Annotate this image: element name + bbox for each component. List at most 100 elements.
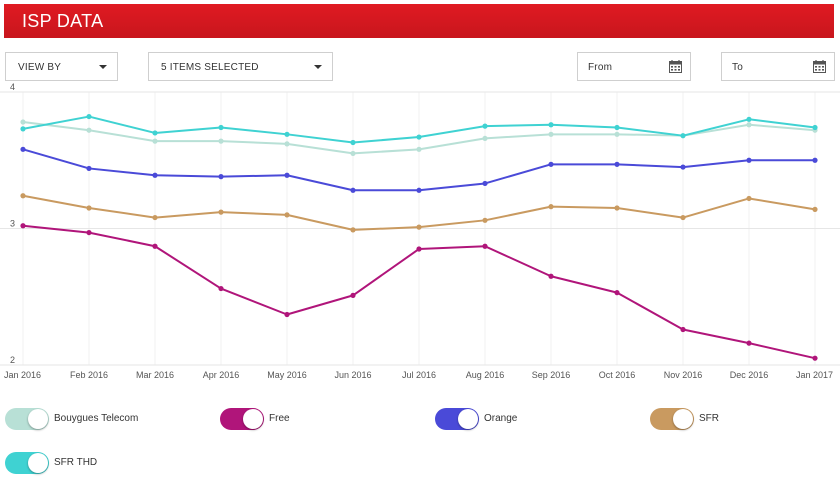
page-header: ISP DATA [4, 4, 834, 38]
data-point [548, 122, 554, 128]
x-tick-label: Mar 2016 [136, 370, 174, 380]
toggle-switch[interactable] [5, 408, 49, 430]
data-point [152, 138, 158, 144]
legend-label: SFR [699, 413, 719, 424]
line-chart: 2 3 4 Jan 2016 Feb 2016 Mar 2016 Apr 2016 May 2… [0, 82, 840, 380]
data-point [746, 122, 752, 128]
data-point [218, 124, 224, 131]
data-point [812, 206, 818, 212]
data-point [812, 355, 818, 361]
data-point [20, 223, 26, 229]
data-point [482, 135, 488, 142]
data-point [482, 217, 488, 223]
calendar-icon [669, 60, 682, 73]
data-point [482, 243, 488, 249]
data-point [218, 138, 224, 144]
x-tick-label: Jun 2016 [334, 370, 371, 380]
from-date-input[interactable]: From [577, 52, 691, 81]
data-point [152, 243, 158, 249]
data-point [350, 187, 356, 193]
toggle-knob [28, 453, 48, 473]
data-point [86, 127, 92, 133]
data-point [614, 205, 620, 211]
x-tick-label: Feb 2016 [70, 370, 108, 380]
data-point [614, 161, 620, 167]
data-point [152, 172, 158, 178]
x-tick-label: Dec 2016 [730, 370, 769, 380]
data-point [680, 214, 686, 221]
legend-label: Bouygues Telecom [54, 413, 139, 424]
toggle-knob [243, 409, 263, 429]
data-point [284, 141, 290, 147]
to-date-input[interactable]: To [721, 52, 835, 81]
data-point [284, 212, 290, 218]
x-tick-label: Sep 2016 [532, 370, 571, 380]
to-date-label: To [732, 62, 743, 73]
data-point [86, 113, 92, 120]
data-point [614, 124, 620, 131]
toggle-switch[interactable] [5, 452, 49, 474]
data-point [746, 116, 752, 122]
data-point [284, 131, 290, 137]
from-date-label: From [588, 62, 613, 73]
data-point [350, 150, 356, 157]
items-selected-label: 5 ITEMS SELECTED [161, 62, 259, 73]
data-point [548, 131, 554, 137]
x-tick-label: Aug 2016 [466, 370, 505, 380]
data-point [284, 311, 290, 318]
legend-label: Orange [484, 413, 518, 424]
data-point [416, 246, 422, 252]
data-point [416, 224, 422, 230]
toggle-switch[interactable] [435, 408, 479, 430]
y-tick-label: 4 [10, 82, 15, 92]
data-point [218, 285, 224, 292]
calendar-icon [813, 60, 826, 73]
legend-label: Free [269, 413, 290, 424]
data-point [548, 204, 554, 210]
data-point [20, 126, 26, 132]
data-point [482, 123, 488, 129]
toggle-knob [28, 409, 48, 429]
data-point [86, 165, 92, 172]
data-point [218, 209, 224, 215]
data-point [548, 161, 554, 167]
toggle-knob [458, 409, 478, 429]
chevron-down-icon [314, 65, 322, 69]
data-point [20, 146, 26, 152]
data-point [680, 326, 686, 333]
toggle-knob [673, 409, 693, 429]
data-point [680, 164, 686, 170]
chevron-down-icon [99, 65, 107, 69]
data-point [20, 193, 26, 199]
data-point [614, 131, 620, 137]
data-point [746, 195, 752, 202]
data-point [680, 133, 686, 139]
y-tick-label: 3 [10, 219, 15, 229]
legend-label: SFR THD [54, 457, 98, 468]
x-tick-label: Jul 2016 [402, 370, 436, 380]
data-point [614, 290, 620, 296]
data-point [416, 187, 422, 193]
data-point [218, 174, 224, 180]
x-tick-label: Jan 2016 [4, 370, 41, 380]
data-point [416, 146, 422, 152]
x-tick-label: Apr 2016 [203, 370, 240, 380]
toggle-switch[interactable] [650, 408, 694, 430]
data-point [86, 229, 92, 236]
x-tick-label: Jan 2017 [796, 370, 833, 380]
data-point [350, 139, 356, 146]
data-point [86, 205, 92, 211]
x-tick-label: Nov 2016 [664, 370, 703, 380]
view-by-label: VIEW BY [18, 62, 62, 73]
view-by-dropdown[interactable]: VIEW BY [5, 52, 118, 81]
data-point [416, 134, 422, 140]
data-point [548, 273, 554, 279]
data-point [350, 292, 356, 298]
x-tick-label: May 2016 [267, 370, 307, 380]
items-select-dropdown[interactable]: 5 ITEMS SELECTED [148, 52, 333, 81]
data-point [482, 180, 488, 187]
data-point [152, 214, 158, 221]
x-tick-label: Oct 2016 [599, 370, 636, 380]
toggle-switch[interactable] [220, 408, 264, 430]
data-point [350, 227, 356, 233]
